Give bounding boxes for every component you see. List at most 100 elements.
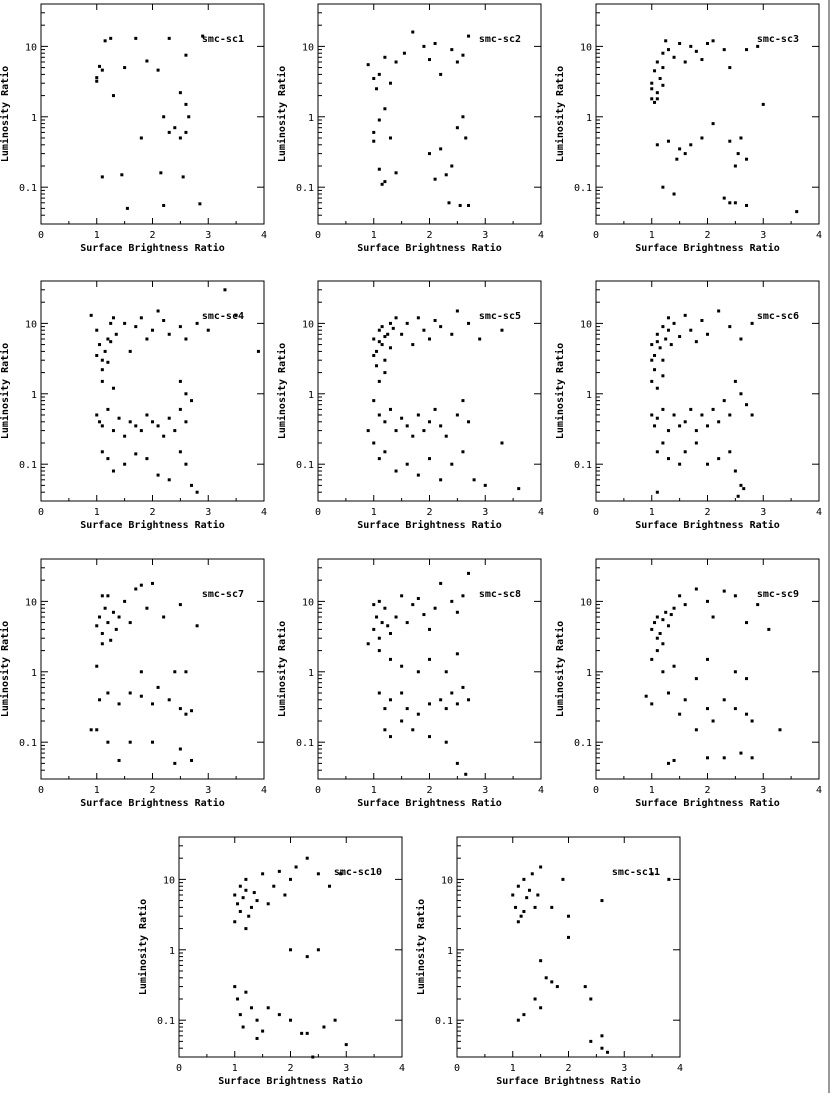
panel-title: smc-sc8 [479, 589, 521, 600]
x-tick-label: 3 [760, 507, 766, 518]
data-point [100, 175, 104, 179]
data-point [372, 603, 376, 607]
x-tick-label: 0 [593, 507, 599, 518]
data-point [428, 337, 431, 341]
data-point [527, 888, 531, 892]
data-point [178, 707, 182, 711]
data-point [100, 450, 104, 454]
data-point [706, 424, 709, 428]
data-point [672, 758, 676, 762]
data-point [114, 332, 118, 336]
data-point [377, 72, 381, 76]
data-point [123, 462, 127, 466]
data-point [650, 657, 654, 661]
data-point [145, 59, 149, 63]
data-point [383, 358, 387, 362]
data-point [277, 869, 281, 873]
data-point [444, 670, 448, 674]
data-point [95, 624, 99, 628]
data-point [519, 914, 523, 918]
data-point [103, 39, 107, 43]
data-point [428, 457, 431, 461]
data-point [106, 337, 110, 341]
data-point [139, 316, 143, 320]
data-point [123, 434, 127, 438]
data-point [388, 407, 392, 411]
data-point [689, 143, 693, 147]
x-axis-label: Surface Brightness Ratio [635, 519, 780, 531]
data-point [461, 594, 465, 598]
data-point [151, 702, 154, 706]
data-point [439, 698, 443, 702]
x-tick-label: 0 [315, 230, 321, 241]
y-tick-label: 1 [308, 668, 314, 679]
data-point [95, 353, 99, 357]
data-point [644, 694, 648, 698]
data-point [383, 371, 387, 375]
data-point [400, 664, 404, 668]
data-point [672, 321, 676, 325]
data-point [377, 691, 381, 695]
data-point [550, 980, 554, 984]
x-tick-label: 1 [510, 1063, 516, 1074]
data-point [411, 603, 415, 607]
data-point [241, 1025, 245, 1029]
data-point [416, 712, 420, 716]
data-point [375, 87, 379, 91]
data-point [666, 457, 670, 461]
data-point [405, 621, 409, 625]
y-axis-label: Luminosity Ratio [276, 66, 288, 162]
data-point [411, 728, 415, 732]
x-tick-label: 4 [538, 785, 544, 796]
data-point [184, 420, 188, 424]
data-point [428, 627, 431, 631]
x-tick-label: 3 [760, 230, 766, 241]
x-tick-label: 2 [149, 507, 155, 518]
data-point [422, 429, 426, 433]
data-point [650, 97, 654, 101]
data-point [661, 358, 665, 362]
data-point [525, 896, 529, 900]
data-point [600, 1046, 604, 1050]
data-point [328, 884, 332, 888]
data-point [95, 728, 99, 732]
data-point [455, 309, 459, 313]
x-tick-label: 3 [205, 785, 211, 796]
y-tick-label: 10 [163, 875, 175, 886]
data-point [589, 997, 593, 1001]
x-tick-label: 3 [621, 1063, 627, 1074]
data-point [377, 340, 381, 344]
data-point [190, 399, 194, 403]
data-point [233, 985, 237, 989]
data-point [439, 147, 443, 151]
data-point [383, 728, 387, 732]
panel-title: smc-sc11 [612, 867, 660, 878]
y-tick-label: 0.1 [296, 738, 314, 749]
data-point [653, 353, 657, 357]
data-point [561, 877, 565, 881]
data-point [178, 603, 182, 607]
data-point [711, 39, 715, 43]
x-tick-label: 1 [649, 785, 655, 796]
x-tick-label: 2 [149, 785, 155, 796]
data-point [128, 420, 132, 424]
data-point [95, 76, 99, 80]
data-point [661, 374, 665, 378]
data-point [178, 407, 182, 411]
data-point [672, 664, 676, 668]
x-tick-label: 2 [426, 230, 432, 241]
data-point [733, 164, 737, 168]
data-point [650, 87, 654, 91]
data-point [661, 66, 665, 70]
data-point [238, 1013, 242, 1017]
data-point [722, 48, 726, 52]
data-point [372, 139, 376, 143]
data-point [184, 130, 188, 134]
data-point [416, 316, 420, 320]
data-point [722, 196, 726, 200]
data-point [694, 429, 698, 433]
data-point [672, 192, 676, 196]
data-point [655, 450, 659, 454]
data-point [120, 173, 124, 177]
